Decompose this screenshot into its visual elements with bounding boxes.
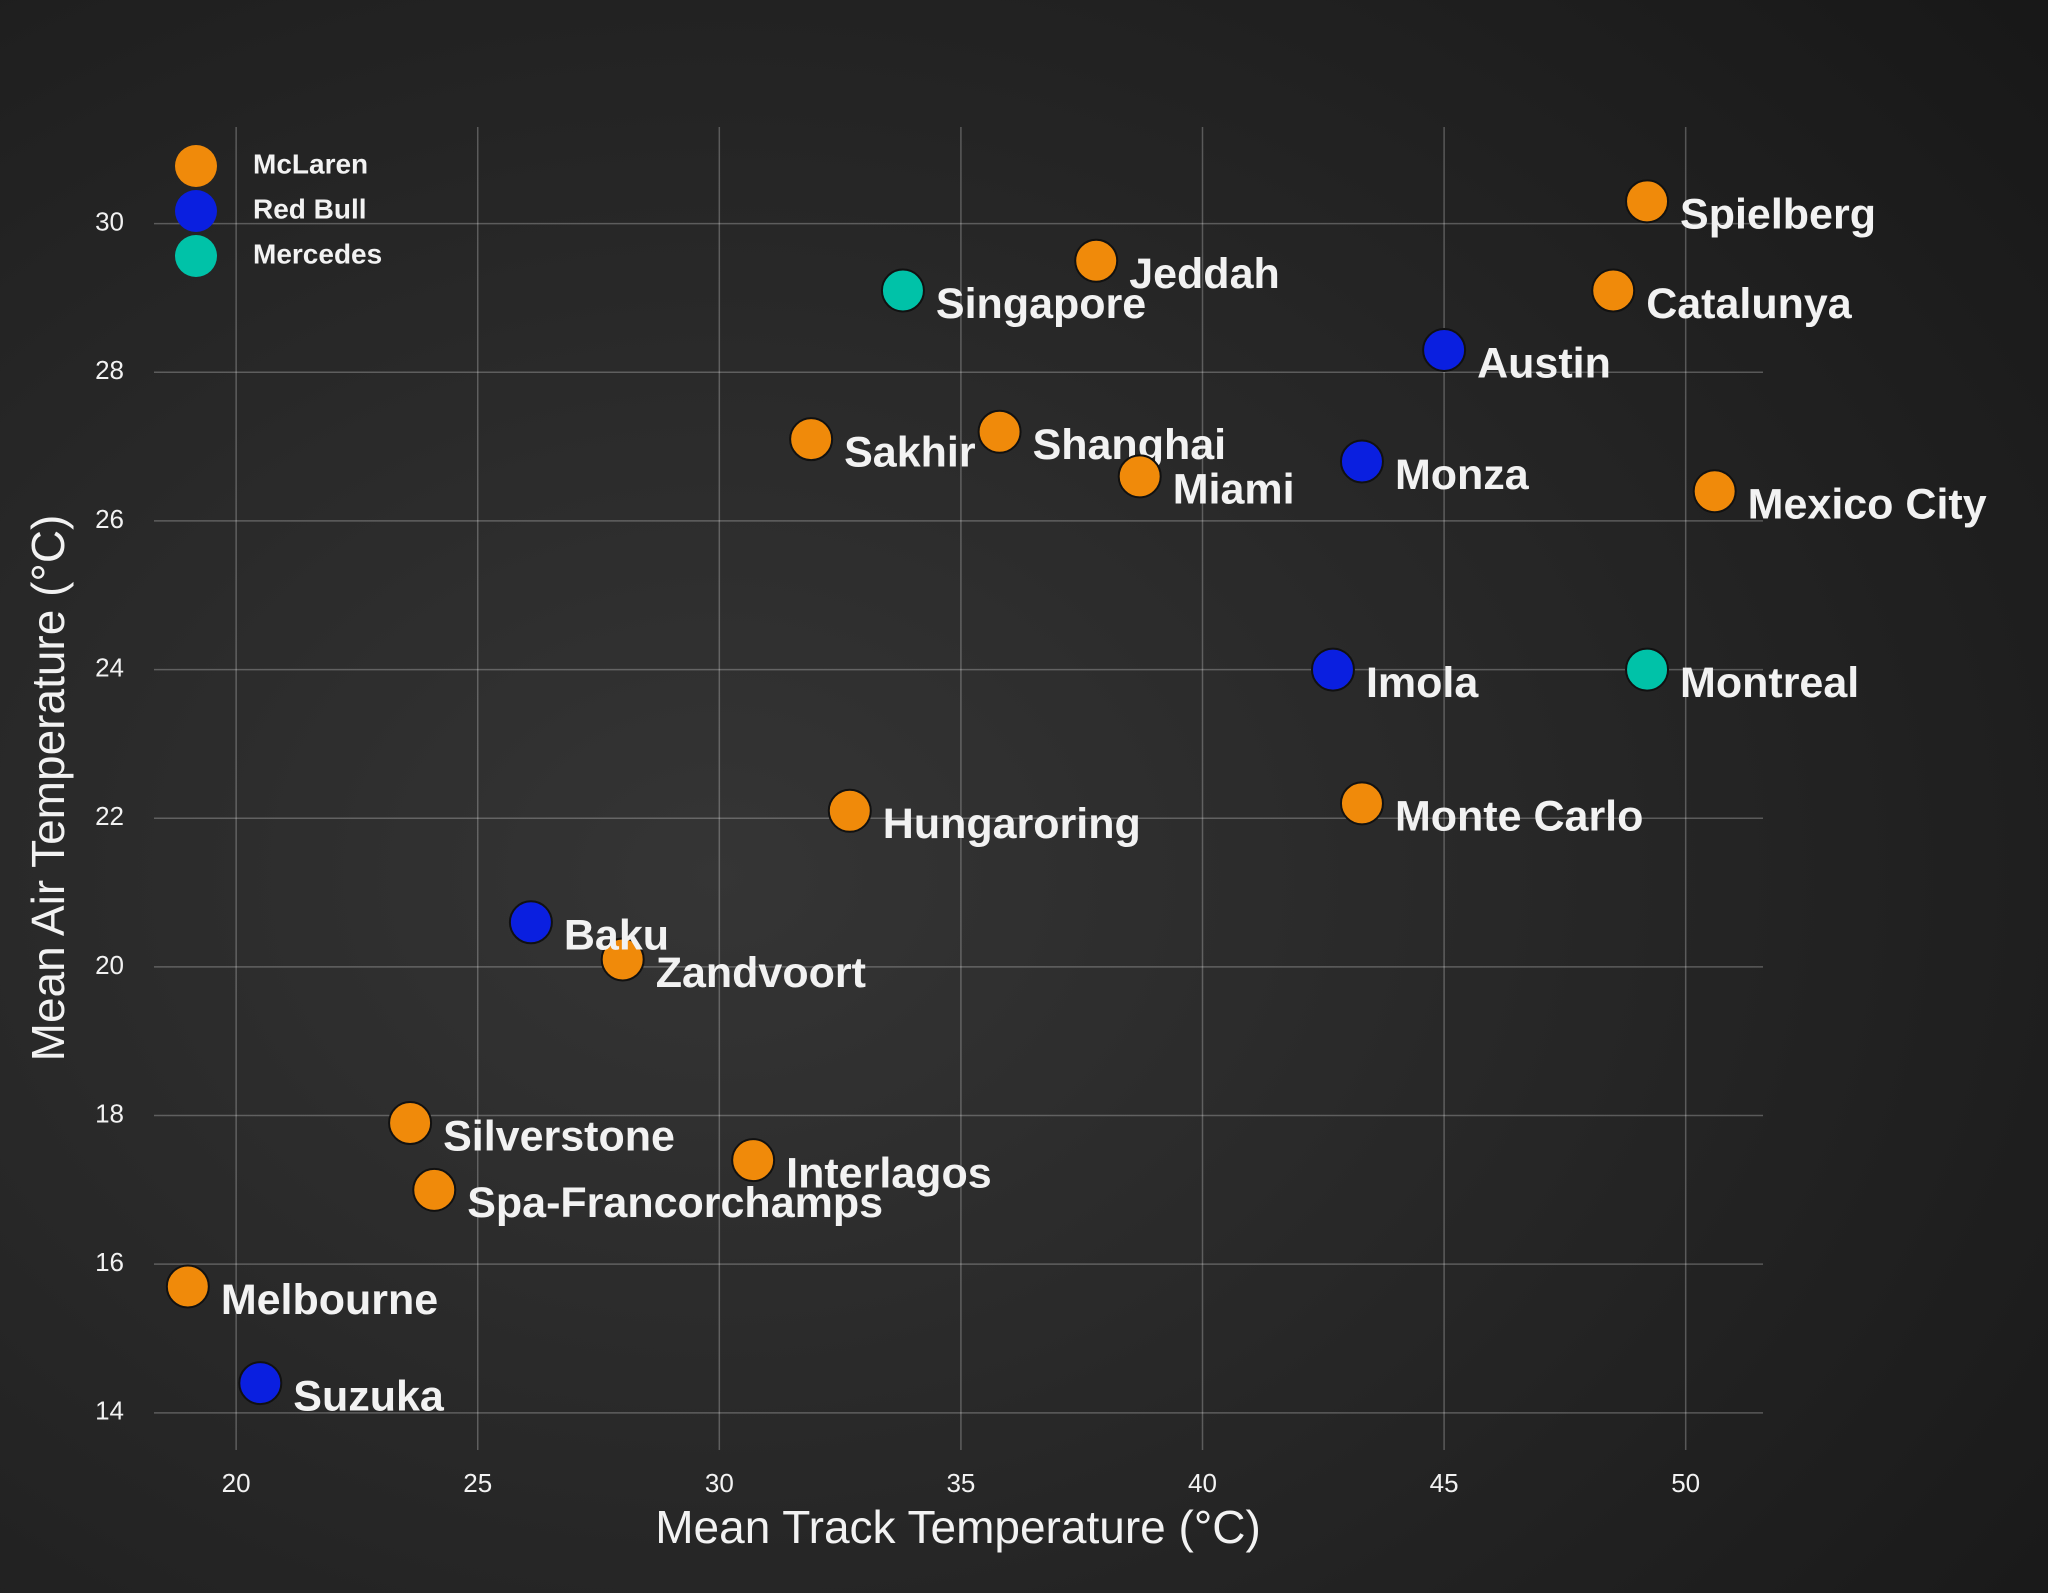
y-tick-label: 20: [95, 950, 124, 980]
point: [977, 409, 1022, 454]
point-label: Austin: [1477, 339, 1611, 387]
point-label: Baku: [564, 912, 669, 960]
point: [880, 268, 925, 313]
x-tick-label: 40: [1188, 1468, 1217, 1498]
point-label: Melbourne: [221, 1276, 438, 1324]
y-tick-label: 28: [95, 355, 124, 385]
point: [1625, 647, 1670, 692]
point-label: Zandvoort: [656, 949, 866, 997]
point: [1625, 179, 1670, 224]
point-label: Singapore: [936, 280, 1146, 328]
point-label: Monza: [1395, 451, 1530, 499]
point: [1074, 238, 1119, 283]
point: [1339, 439, 1384, 484]
point-label: Hungaroring: [883, 800, 1141, 848]
x-tick-label: 35: [946, 1468, 975, 1498]
point: [1422, 327, 1467, 372]
x-tick-label: 30: [705, 1468, 734, 1498]
point-label: Suzuka: [293, 1372, 445, 1420]
point: [789, 417, 834, 462]
point-label: Mexico City: [1748, 481, 1987, 529]
x-tick-label: 50: [1671, 1468, 1700, 1498]
y-tick-label: 16: [95, 1247, 124, 1277]
point: [238, 1361, 283, 1406]
point-label: Interlagos: [786, 1149, 992, 1197]
y-tick-label: 26: [95, 504, 124, 534]
legend-label: Red Bull: [253, 193, 367, 224]
point-label: Monte Carlo: [1395, 793, 1643, 841]
x-tick-label: 45: [1430, 1468, 1459, 1498]
point-label: Imola: [1366, 659, 1479, 707]
point-label: Montreal: [1680, 659, 1859, 707]
x-axis-title: Mean Track Temperature (°C): [655, 1501, 1261, 1553]
point-label: Jeddah: [1129, 250, 1280, 298]
point: [731, 1138, 776, 1183]
point-label: Spielberg: [1680, 191, 1876, 239]
y-axis-title: Mean Air Temperature (°C): [22, 515, 74, 1062]
legend-label: Mercedes: [253, 238, 382, 269]
legend-label: McLaren: [253, 148, 368, 179]
point: [600, 937, 645, 982]
point: [165, 1264, 210, 1309]
legend-marker: [175, 235, 217, 277]
point: [412, 1167, 457, 1212]
point: [508, 900, 553, 945]
y-tick-label: 18: [95, 1098, 124, 1128]
point-label: Miami: [1173, 466, 1295, 514]
y-tick-label: 24: [95, 652, 124, 682]
point: [388, 1100, 433, 1145]
point: [827, 788, 872, 833]
x-tick-label: 20: [222, 1468, 251, 1498]
y-tick-label: 30: [95, 206, 124, 236]
point: [1692, 469, 1737, 514]
point: [1591, 268, 1636, 313]
y-tick-label: 14: [95, 1396, 124, 1426]
legend-marker: [175, 145, 217, 187]
y-tick-label: 22: [95, 801, 124, 831]
point-label: Silverstone: [443, 1112, 675, 1160]
point: [1117, 454, 1162, 499]
point: [1310, 647, 1355, 692]
point-label: Catalunya: [1646, 280, 1853, 328]
legend-marker: [175, 190, 217, 232]
point-label: Spa-Francorchamps: [467, 1179, 883, 1227]
point: [1339, 781, 1384, 826]
x-tick-label: 25: [463, 1468, 492, 1498]
point-label: Sakhir: [844, 429, 976, 477]
